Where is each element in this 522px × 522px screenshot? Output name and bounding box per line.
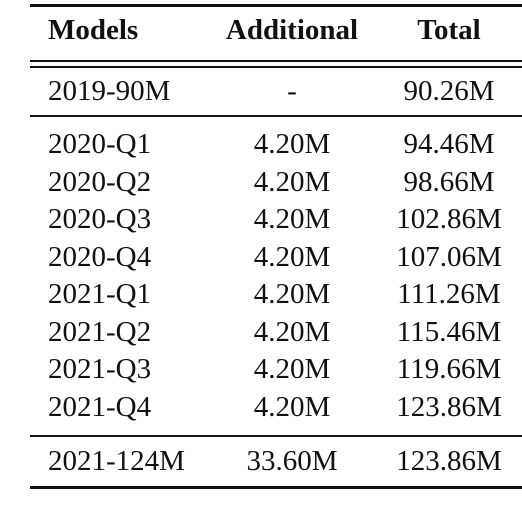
cell-total: 111.26M — [397, 278, 501, 310]
header-additional: Additional — [225, 14, 359, 46]
baseline-rule — [30, 115, 522, 117]
final-rule — [30, 435, 522, 437]
top-rule — [30, 4, 522, 7]
cell-additional: 4.20M — [253, 353, 331, 385]
cell-additional: 4.20M — [253, 203, 331, 235]
cell-additional: 33.60M — [246, 445, 338, 477]
cell-model: 2020-Q1 — [48, 128, 152, 160]
cell-total: 102.86M — [396, 203, 502, 235]
cell-model: 2020-Q4 — [48, 241, 152, 273]
cell-total: 98.66M — [403, 166, 495, 198]
bottom-rule — [30, 486, 522, 489]
cell-model: 2021-Q4 — [48, 391, 152, 423]
header-rule-upper — [30, 60, 522, 62]
cell-model: 2020-Q3 — [48, 203, 152, 235]
cell-additional: 4.20M — [253, 391, 331, 423]
cell-additional: 4.20M — [253, 241, 331, 273]
cell-model: 2020-Q2 — [48, 166, 152, 198]
cell-additional: 4.20M — [253, 316, 331, 348]
header-rule-lower — [30, 66, 522, 68]
cell-total: 115.46M — [396, 316, 502, 348]
cell-total: 123.86M — [396, 391, 502, 423]
cell-total: 90.26M — [403, 75, 495, 107]
cell-model: 2021-Q3 — [48, 353, 152, 385]
cell-total: 119.66M — [396, 353, 502, 385]
cell-model: 2021-124M — [48, 445, 185, 477]
cell-total: 94.46M — [403, 128, 495, 160]
cell-additional: - — [287, 75, 297, 107]
header-total: Total — [417, 14, 481, 46]
cell-model: 2021-Q2 — [48, 316, 152, 348]
cell-additional: 4.20M — [253, 166, 331, 198]
cell-model: 2019-90M — [48, 75, 171, 107]
cell-total: 107.06M — [396, 241, 502, 273]
cell-model: 2021-Q1 — [48, 278, 152, 310]
cell-total: 123.86M — [396, 445, 502, 477]
header-models: Models — [48, 14, 139, 46]
cell-additional: 4.20M — [253, 278, 331, 310]
cell-additional: 4.20M — [253, 128, 331, 160]
